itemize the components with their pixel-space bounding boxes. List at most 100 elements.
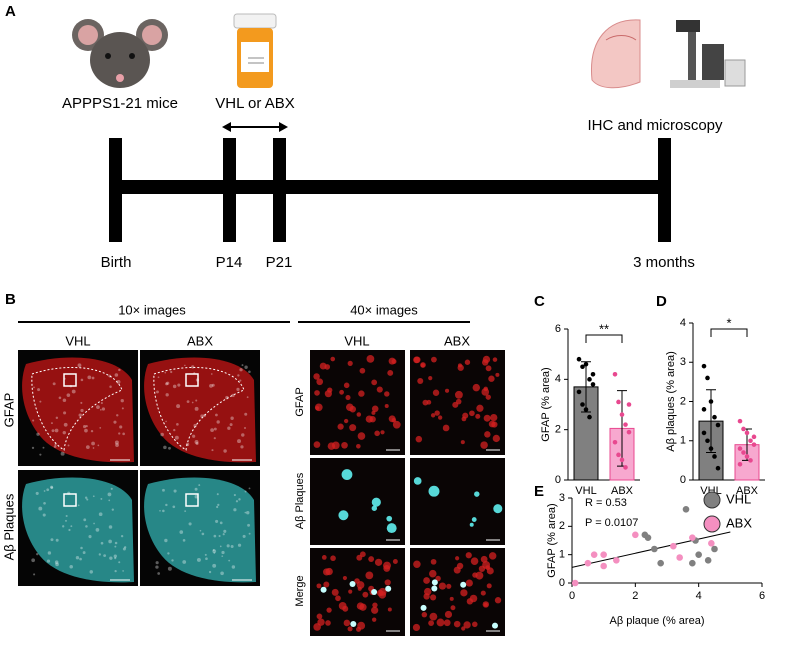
cell (383, 561, 391, 570)
speckle (33, 386, 35, 389)
significance: * (726, 315, 731, 330)
speckle (170, 370, 173, 374)
cell (431, 356, 437, 363)
cell (392, 420, 401, 429)
speckle (71, 389, 76, 394)
cell (380, 430, 385, 435)
plaque (371, 505, 378, 511)
speckle (241, 364, 244, 367)
speckle (196, 557, 201, 562)
speckle (176, 423, 179, 426)
speckle (121, 407, 124, 410)
plaque (413, 477, 422, 485)
data-point (708, 540, 715, 547)
plaque (341, 469, 353, 480)
speckle (221, 555, 224, 557)
speckle (85, 525, 88, 528)
speckle (247, 523, 251, 527)
speckle (172, 505, 176, 509)
speckle (83, 425, 87, 429)
cell (313, 373, 320, 380)
brain-section (144, 477, 256, 583)
roi-box (185, 373, 199, 387)
timepoint: 3 months (633, 254, 695, 271)
speckle (97, 444, 100, 447)
row-label: Aβ Plaques (1, 493, 16, 560)
speckle (51, 429, 55, 433)
speckle (157, 572, 161, 575)
speckle (66, 393, 71, 397)
speckle (91, 441, 95, 446)
cell (423, 587, 432, 596)
data-point (748, 458, 753, 463)
speckle (239, 379, 242, 382)
speckle (42, 513, 46, 517)
pill-bottle-icon (233, 13, 277, 88)
cell (327, 442, 336, 450)
speckle (201, 532, 205, 536)
cell (362, 591, 369, 598)
speckle (39, 400, 42, 403)
data-point (600, 551, 607, 558)
speckle (241, 433, 245, 437)
speckle (114, 557, 117, 560)
speckle (211, 449, 214, 452)
x-tick-label: 6 (759, 590, 765, 602)
cell (347, 360, 353, 366)
plaque (386, 515, 393, 522)
cell (316, 583, 322, 589)
speckle (33, 573, 36, 576)
speckle (99, 426, 102, 429)
legend-label: VHL (726, 491, 751, 506)
group-label: VHL (65, 333, 90, 348)
data-point (751, 442, 757, 447)
speckle (172, 384, 177, 389)
plaque (491, 622, 498, 629)
y-tick-label: 4 (680, 317, 686, 329)
speckle (82, 551, 86, 555)
speckle (213, 437, 216, 440)
speckle (231, 565, 236, 569)
y-tick-label: 0 (555, 474, 561, 486)
speckle (38, 506, 43, 511)
speckle (238, 498, 241, 501)
cell (323, 581, 330, 588)
cell (384, 391, 390, 397)
data-point (689, 559, 696, 567)
cell (356, 554, 363, 561)
y-tick-label: 4 (555, 373, 561, 385)
speckle (63, 422, 68, 427)
cell (434, 410, 440, 416)
y-tick-label: 6 (555, 323, 561, 335)
cell (359, 551, 366, 558)
cell (371, 405, 379, 413)
group-label: ABX (187, 333, 213, 348)
speckle (155, 565, 159, 569)
speckle (99, 408, 102, 411)
micrographs (18, 350, 505, 636)
speckle (78, 413, 82, 417)
y-tick-label: 0 (680, 474, 686, 486)
speckle (118, 432, 121, 435)
speckle (165, 382, 169, 386)
plaque (428, 485, 440, 497)
cell (413, 356, 421, 364)
cell (444, 610, 453, 619)
cell (335, 595, 341, 602)
cell (330, 356, 336, 362)
legend-marker (703, 491, 721, 509)
speckle (171, 559, 174, 562)
plaque (471, 517, 477, 522)
speckle (212, 563, 217, 568)
speckle (177, 383, 181, 387)
speckle (230, 544, 234, 548)
cell (365, 415, 373, 423)
panel-label: E (534, 483, 544, 500)
speckle (212, 548, 215, 551)
cell (428, 620, 435, 627)
speckle (244, 412, 248, 416)
speckle (122, 432, 125, 436)
speckle (114, 569, 117, 573)
cell (315, 406, 320, 411)
speckle (50, 485, 54, 489)
